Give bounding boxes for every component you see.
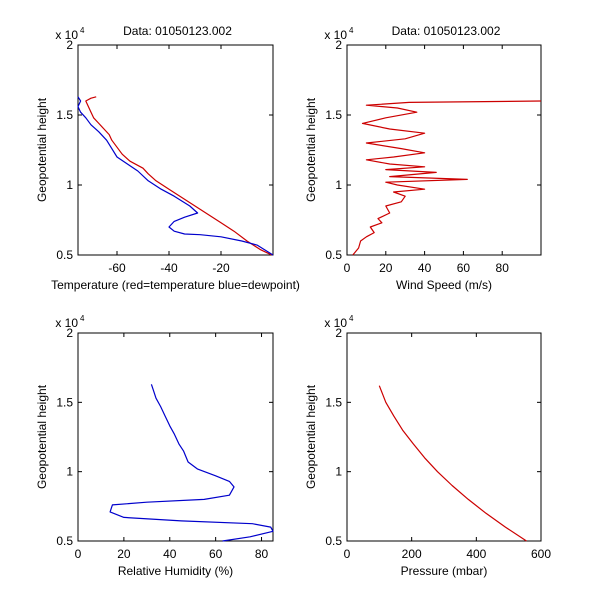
y-axis-label: Geopotential height [35,384,49,489]
chart-title: Data: 01050123.002 [123,24,232,38]
plot-frame [77,44,274,256]
y-exponent-power: 4 [80,314,85,323]
y-axis-label: Geopotential height [35,97,49,202]
chart-panel-1: -60 -40 -20 0.5 1 1.5 2x 10 4 Data: 01050123.002… [35,24,300,292]
x-tick-label: 400 [466,547,486,561]
y-exponent-label: x 10 [324,28,347,42]
x-tick-label: 600 [531,547,551,561]
chart-panel-4: 0 200 400 600 0.5 1 1.5 2x 10 4 Pressure (mbar) Ge… [304,314,551,578]
y-tick-label: 1 [335,178,342,192]
y-tick-label: 1.5 [325,108,342,122]
x-tick-label: -40 [160,261,178,275]
y-tick-label: 1 [66,178,73,192]
x-tick-label: 80 [255,547,269,561]
y-tick-label: 2 [335,38,342,52]
x-tick-label: 40 [418,261,432,275]
x-tick-label: 60 [209,547,223,561]
y-tick-label: 1.5 [56,108,73,122]
y-exponent-label: x 10 [55,316,78,330]
chart-panel-3: 0 20 40 60 80 0.5 1 1.5 2x 10 4 Relative Humidity … [35,314,274,578]
y-exponent-label: x 10 [324,316,347,330]
y-tick-label: 0.5 [56,248,73,262]
x-tick-label: 0 [344,261,351,275]
plot-frame [346,332,542,542]
y-axis-label: Geopotential height [304,97,318,202]
x-tick-label: -60 [108,261,126,275]
x-tick-label: 200 [402,547,422,561]
y-tick-label: 2 [335,326,342,340]
x-tick-label: 20 [117,547,131,561]
y-tick-label: 2 [66,38,73,52]
x-tick-label: 80 [496,261,510,275]
y-exponent-power: 4 [349,314,354,323]
series-line-dewpoint [77,96,274,256]
x-axis-label: Temperature (red=temperature blue=dewpoi… [51,278,300,292]
plot-frame [346,44,542,256]
y-tick-label: 0.5 [325,248,342,262]
x-tick-label: 0 [75,547,82,561]
y-tick-label: 1 [335,465,342,479]
x-tick-label: 0 [344,547,351,561]
series-line-pressure [378,385,527,542]
y-tick-label: 1.5 [56,395,73,409]
x-axis-label: Pressure (mbar) [401,564,488,578]
chart-title: Data: 01050123.002 [392,24,501,38]
y-exponent-power: 4 [349,26,354,35]
x-tick-label: 40 [163,547,177,561]
y-tick-label: 1 [66,465,73,479]
x-tick-label: -20 [212,261,230,275]
x-axis-label: Relative Humidity (%) [118,564,233,578]
y-exponent-label: x 10 [55,28,78,42]
series-line-relative-humidity [109,384,274,542]
y-tick-label: 1.5 [325,395,342,409]
y-axis-label: Geopotential height [304,384,318,489]
series-line-wind-speed [352,100,542,256]
y-tick-label: 0.5 [56,534,73,548]
y-exponent-power: 4 [80,26,85,35]
x-tick-label: 20 [379,261,393,275]
x-tick-label: 60 [457,261,471,275]
y-tick-label: 2 [66,326,73,340]
x-axis-label: Wind Speed (m/s) [396,278,492,292]
y-tick-label: 0.5 [325,534,342,548]
chart-panel-2: 0 20 40 60 80 0.5 1 1.5 2x 10 4 Data: 01050123.002… [304,24,542,292]
series-line-temperature [85,96,272,256]
